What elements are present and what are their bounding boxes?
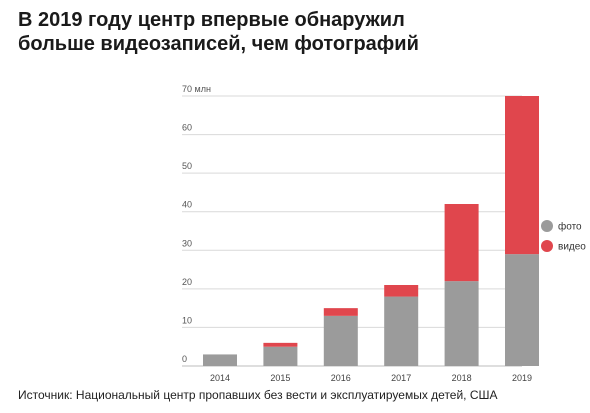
legend-label: видео: [558, 242, 586, 253]
y-tick-label: 20: [182, 277, 192, 287]
y-axis-ticks: 0 10 20 30 40 50 60 70 млн: [182, 84, 211, 364]
source-note: Источник: Национальный центр пропавших б…: [18, 388, 498, 402]
y-tick-label: 30: [182, 238, 192, 248]
legend-marker: [541, 240, 553, 252]
chart-title-line: больше видеозаписей, чем фотографий: [18, 33, 419, 55]
bar-video: [444, 204, 479, 282]
bar-photo: [384, 296, 419, 366]
bar-video: [323, 308, 358, 316]
x-axis-ticks: 2014 2015 2016 2017 2018 2019: [210, 373, 532, 383]
x-tick-label: 2017: [391, 373, 411, 383]
y-tick-label: 40: [182, 200, 192, 210]
legend: фото видео: [541, 220, 586, 253]
y-tick-label: 0: [182, 354, 187, 364]
chart-title: В 2019 году центр впервые обнаружил боль…: [18, 8, 578, 56]
bar-photo: [263, 346, 298, 366]
bar-photo: [505, 254, 539, 366]
y-tick-label: 10: [182, 315, 192, 325]
chart-title-line: В 2019 году центр впервые обнаружил: [18, 9, 405, 31]
x-tick-label: 2015: [270, 373, 290, 383]
bar-photo: [203, 354, 237, 366]
bar-photo: [323, 315, 358, 366]
stacked-bar-chart: 0 10 20 30 40 50 60 70 млн 2014 2015 2016 2017 2018…: [182, 84, 586, 383]
bar-video: [384, 285, 419, 297]
x-tick-label: 2018: [452, 373, 472, 383]
legend-label: фото: [558, 221, 582, 233]
x-tick-label: 2014: [210, 373, 230, 383]
y-tick-label: 70 млн: [182, 84, 211, 94]
bar-video: [505, 96, 539, 255]
x-tick-label: 2016: [331, 373, 351, 383]
bar-photo: [444, 281, 479, 366]
bars: [203, 96, 539, 366]
x-tick-label: 2019: [512, 373, 532, 383]
y-tick-label: 60: [182, 123, 192, 133]
y-tick-label: 50: [182, 161, 192, 171]
bar-video: [263, 342, 298, 347]
legend-marker: [541, 220, 553, 232]
